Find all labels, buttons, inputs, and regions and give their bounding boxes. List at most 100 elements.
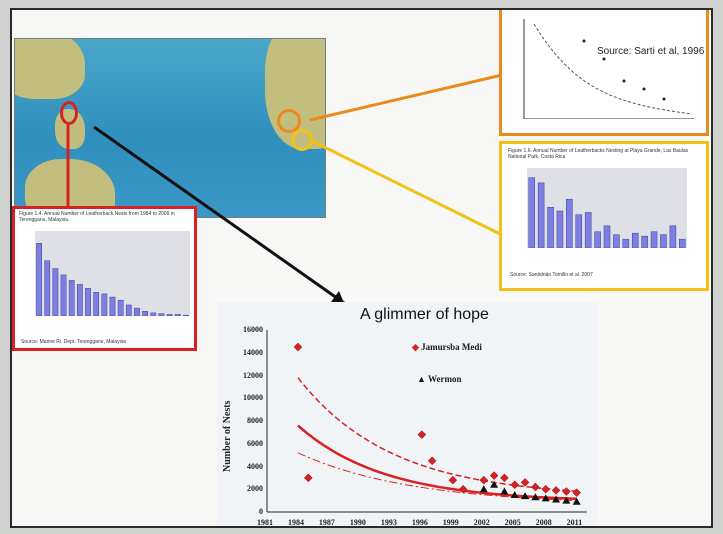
left-bar xyxy=(117,299,124,316)
right-bar xyxy=(594,231,601,248)
legend-jamursba-label: Jamursba Medi xyxy=(421,342,482,352)
y-tick-label: 2000 xyxy=(247,484,263,494)
x-tick-label: 1981 xyxy=(257,518,273,527)
wermon-point xyxy=(572,497,581,505)
jamursba-point xyxy=(551,486,561,495)
left-bar xyxy=(60,274,67,316)
left-bar xyxy=(44,260,51,316)
x-tick-label: 1990 xyxy=(349,518,366,527)
left-bar xyxy=(174,314,181,316)
left-bars xyxy=(36,243,189,316)
x-tick-label: 1984 xyxy=(287,518,304,527)
jamursba-point xyxy=(448,475,458,485)
right-bar xyxy=(584,212,592,248)
wermon-point xyxy=(521,492,530,500)
jamursba-point xyxy=(479,475,489,485)
y-tick-label: 8000 xyxy=(247,416,263,425)
x-tick-label: 2005 xyxy=(504,518,521,527)
pacific-map xyxy=(14,38,326,218)
costa-rica-circle xyxy=(291,129,313,151)
trend-line xyxy=(297,377,577,492)
x-tick-label: 1993 xyxy=(380,518,397,527)
left-bar xyxy=(158,313,165,316)
top-right-chart-panel: Source: Sarti et al, 1996 xyxy=(499,10,709,136)
wermon-point xyxy=(510,490,519,498)
x-tick-label: 1996 xyxy=(411,518,428,527)
y-tick-label: 16000 xyxy=(243,325,263,334)
wermon-point xyxy=(552,495,561,503)
legend-wermon: ▲ Wermon xyxy=(417,374,462,384)
left-bar xyxy=(183,314,189,316)
wermon-point xyxy=(490,480,499,488)
x-tick-label: 1999 xyxy=(442,518,459,527)
right-chart-panel: Figure 1.6. Annual Number of Leatherback… xyxy=(499,141,709,291)
jamursba-point xyxy=(520,478,530,487)
x-tick-label: 1987 xyxy=(318,518,335,527)
left-bar xyxy=(52,268,59,316)
jamursba-point xyxy=(572,488,582,498)
right-bar xyxy=(679,238,686,248)
right-bar xyxy=(650,231,658,248)
trend-line xyxy=(297,452,577,502)
left-bar xyxy=(93,292,100,316)
y-tick-label: 6000 xyxy=(247,438,263,448)
left-caption-bottom: Source: Marine Ri. Dept. Terengganu, Mal… xyxy=(21,339,126,345)
left-bar xyxy=(166,314,173,316)
right-bar xyxy=(631,232,639,248)
yellow-connector xyxy=(309,138,503,237)
y-tick-label: 12000 xyxy=(243,370,263,380)
right-bar xyxy=(528,177,535,248)
source-text: Source: Sarti et al, 1996 xyxy=(597,46,705,57)
right-bar xyxy=(547,207,554,248)
left-bar xyxy=(125,304,132,316)
left-caption-top: Figure 1.4. Annual Number of Leatherback… xyxy=(19,211,175,223)
right-bar xyxy=(556,210,564,248)
trend-line xyxy=(297,424,577,501)
right-bar xyxy=(669,225,677,248)
left-bar xyxy=(36,243,42,316)
jamursba-point xyxy=(531,482,540,492)
jamursba-point xyxy=(303,473,313,483)
wermon-point xyxy=(479,485,488,493)
jamursba-point xyxy=(489,471,499,480)
jamursba-point xyxy=(510,480,520,490)
right-bar xyxy=(566,198,573,248)
right-bars xyxy=(528,177,686,248)
asia-land xyxy=(15,39,85,99)
main-chart-panel: A glimmer of hope Number of Nests 0 2000 4… xyxy=(217,302,597,527)
y-tick-label: 14000 xyxy=(243,347,263,357)
right-bar xyxy=(575,214,583,248)
jamursba-point xyxy=(417,430,427,440)
right-caption-top: Figure 1.6. Annual Number of Leatherback… xyxy=(508,148,689,160)
left-chart-panel: Figure 1.4. Annual Number of Leatherback… xyxy=(12,206,197,351)
wermon-point xyxy=(500,487,509,495)
right-bar xyxy=(641,235,648,248)
left-bar xyxy=(68,280,75,316)
wermon-point xyxy=(541,494,550,502)
x-tick-label: 2011 xyxy=(566,518,583,527)
left-bar xyxy=(77,284,83,316)
y-tick-label: 4000 xyxy=(247,461,263,471)
left-bar xyxy=(134,307,140,316)
y-tick-label: 10000 xyxy=(243,393,263,403)
y-tick-label: 0 xyxy=(259,507,263,516)
right-bar xyxy=(537,182,545,248)
legend-jamursba: ◆ Jamursba Medi xyxy=(412,342,482,352)
jamursba-point xyxy=(427,456,437,466)
decay-curve xyxy=(523,19,694,119)
wermon-point xyxy=(531,493,540,501)
jamursba-point xyxy=(458,484,468,494)
left-bar xyxy=(85,288,91,316)
right-bar xyxy=(660,234,667,248)
wermon-point xyxy=(562,496,571,504)
left-bar xyxy=(101,293,108,316)
left-bar xyxy=(109,296,116,316)
chart-title: A glimmer of hope xyxy=(360,306,489,323)
orange-connector xyxy=(309,73,503,122)
left-bar xyxy=(142,311,148,316)
right-bar xyxy=(613,234,620,248)
jamursba-point xyxy=(541,484,551,494)
malaysia-circle xyxy=(60,101,78,125)
jamursba-point xyxy=(293,342,303,352)
jamursba-point xyxy=(500,473,509,483)
